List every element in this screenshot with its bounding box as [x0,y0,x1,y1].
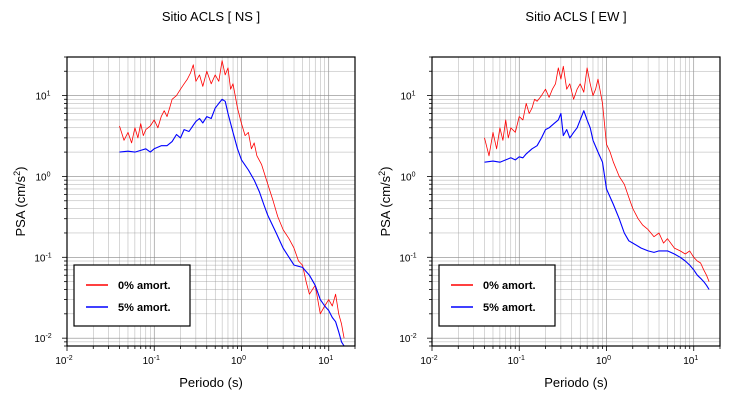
y-tick-base: 10 [399,253,411,264]
y-tick-exponent: 0 [47,171,51,178]
y-tick-label: 100 [400,171,415,183]
y-tick-base: 10 [34,334,46,345]
y-tick-label: 101 [400,91,415,103]
y-tick-label: 10-1 [34,252,51,264]
x-tick-exponent: 0 [242,355,246,362]
x-tick-base: 10 [683,356,695,367]
y-tick-exponent: 0 [412,171,416,178]
series-line-damped [119,98,345,347]
y-tick-label: 101 [35,91,50,103]
y-tick-base: 10 [399,334,411,345]
x-tick-label: 100 [596,355,611,367]
x-tick-exponent: -2 [431,355,437,362]
y-tick-exponent: -2 [410,333,416,340]
y-tick-exponent: 1 [412,91,416,98]
x-tick-base: 10 [420,356,432,367]
series-line-undamped [119,60,345,339]
x-tick-base: 10 [318,356,330,367]
y-tick-label: 100 [35,171,50,183]
x-tick-label: 100 [231,355,246,367]
y-tick-label: 10-1 [399,252,416,264]
y-tick-base: 10 [35,92,47,103]
x-tick-label: 10-1 [508,355,525,367]
x-tick-exponent: 1 [694,355,698,362]
x-tick-label: 101 [683,355,698,367]
y-axis-label: PSA (cm/s2) [377,166,393,236]
x-tick-exponent: -1 [519,355,525,362]
y-tick-exponent: -1 [45,252,51,259]
y-tick-label: 10-2 [399,333,416,345]
x-tick-base: 10 [231,356,243,367]
x-tick-label: 101 [318,355,333,367]
x-tick-base: 10 [596,356,608,367]
x-tick-label: 10-2 [420,355,437,367]
plot-frame [66,56,356,347]
y-axis-label: PSA (cm/s2) [12,166,28,236]
chart-panel-1: Sitio ACLS [ EW ]10-2 10-1 100 10110-210-11… [377,9,721,390]
legend-box [438,264,556,327]
x-axis-label: Periodo (s) [544,375,608,390]
chart-panel-0: Sitio ACLS [ NS ]10-2 10-1 100 10110-210-11… [12,9,356,390]
series-line-damped [484,110,710,290]
chart-title: Sitio ACLS [ EW ] [525,9,626,24]
y-tick-exponent: -2 [45,333,51,340]
y-tick-label: 10-2 [34,333,51,345]
y-tick-base: 10 [34,253,46,264]
legend: 0% amort. 5% amort. [73,264,191,327]
y-axis-label-main: PSA (cm/s [378,175,393,236]
y-tick-base: 10 [400,92,412,103]
x-tick-base: 10 [55,356,67,367]
x-tick-exponent: 1 [329,355,333,362]
plot-frame [431,56,721,347]
x-tick-label: 10-2 [55,355,72,367]
y-axis-label-close: ) [378,166,393,170]
series-line-undamped [484,65,710,282]
x-tick-exponent: -1 [154,355,160,362]
y-tick-base: 10 [35,172,47,183]
x-tick-base: 10 [143,356,155,367]
y-tick-base: 10 [400,172,412,183]
y-axis-label-superscript: 2 [12,171,22,176]
legend-label: 0% amort. [118,280,171,292]
chart-title: Sitio ACLS [ NS ] [162,9,260,24]
x-tick-exponent: -2 [66,355,72,362]
x-tick-label: 10-1 [143,355,160,367]
legend: 0% amort. 5% amort. [438,264,556,327]
y-tick-exponent: -1 [410,252,416,259]
x-tick-exponent: 0 [607,355,611,362]
legend-label: 0% amort. [483,280,536,292]
y-axis-label-superscript: 2 [377,171,387,176]
y-axis-label-main: PSA (cm/s [13,175,28,236]
legend-label: 5% amort. [483,302,536,314]
legend-box [73,264,191,327]
y-tick-exponent: 1 [47,91,51,98]
x-tick-base: 10 [508,356,520,367]
y-axis-label-close: ) [13,166,28,170]
legend-label: 5% amort. [118,302,171,314]
x-axis-label: Periodo (s) [179,375,243,390]
